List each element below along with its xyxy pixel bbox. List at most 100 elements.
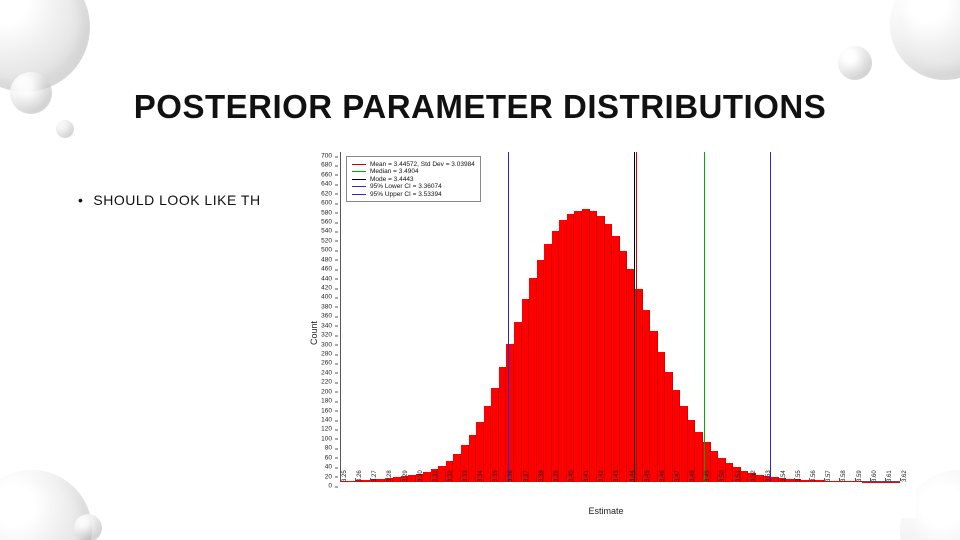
legend-swatch xyxy=(352,164,366,165)
x-tick: 3.44 xyxy=(630,470,636,482)
histogram-bar xyxy=(582,209,590,482)
x-tick-mark xyxy=(643,478,644,481)
x-tick-mark xyxy=(885,478,886,481)
x-axis-label: Estimate xyxy=(296,506,916,516)
legend-label: 95% Lower CI = 3.36074 xyxy=(370,183,442,190)
x-tick-mark xyxy=(870,478,871,481)
x-tick-mark xyxy=(355,478,356,481)
legend-label: Median = 3.4904 xyxy=(370,168,419,175)
legend-label: Mean = 3.44572, Std Dev = 3.03984 xyxy=(370,161,475,168)
legend-item: Mean = 3.44572, Std Dev = 3.03984 xyxy=(352,161,475,168)
legend-item: Mode = 3.4443 xyxy=(352,176,475,183)
y-tick: 480 xyxy=(321,256,332,263)
y-tick: 660 xyxy=(321,171,332,178)
x-tick-mark xyxy=(340,478,341,481)
x-tick: 3.28 xyxy=(387,470,393,482)
reference-line xyxy=(508,152,509,482)
histogram-bar xyxy=(695,432,703,482)
y-tick: 500 xyxy=(321,247,332,254)
x-tick: 3.27 xyxy=(372,470,378,482)
bullet-text: SHOULD LOOK LIKE TH xyxy=(93,192,260,208)
histogram-bar xyxy=(499,367,507,483)
x-tick: 3.52 xyxy=(751,470,757,482)
y-tick: 200 xyxy=(321,388,332,395)
x-tick: 3.37 xyxy=(524,470,530,482)
legend-swatch xyxy=(352,179,366,180)
page-title: POSTERIOR PARAMETER DISTRIBUTIONS xyxy=(0,88,960,126)
y-tick: 680 xyxy=(321,162,332,169)
histogram-bar xyxy=(453,454,461,482)
y-tick: 380 xyxy=(321,303,332,310)
y-tick: 220 xyxy=(321,379,332,386)
x-tick: 3.33 xyxy=(463,470,469,482)
histogram-bar xyxy=(665,372,673,482)
x-tick: 3.40 xyxy=(569,470,575,482)
chart-legend: Mean = 3.44572, Std Dev = 3.03984Median … xyxy=(346,156,481,202)
histogram-bar xyxy=(726,463,734,482)
y-tick: 280 xyxy=(321,351,332,358)
y-tick: 580 xyxy=(321,209,332,216)
histogram-bar xyxy=(567,214,575,482)
x-tick: 3.57 xyxy=(826,470,832,482)
y-tick: 620 xyxy=(321,190,332,197)
reference-line xyxy=(636,152,637,482)
x-tick-mark xyxy=(900,478,901,481)
x-tick: 3.59 xyxy=(857,470,863,482)
x-tick-mark xyxy=(552,478,553,481)
x-tick: 3.34 xyxy=(478,470,484,482)
x-tick-mark xyxy=(764,478,765,481)
y-tick: 320 xyxy=(321,332,332,339)
histogram-bar xyxy=(438,466,446,483)
y-tick: 60 xyxy=(325,454,332,461)
bullet-item: • SHOULD LOOK LIKE TH xyxy=(78,192,261,208)
x-tick: 3.46 xyxy=(660,470,666,482)
slide-content: POSTERIOR PARAMETER DISTRIBUTIONS • SHOU… xyxy=(0,0,960,540)
y-tick: 400 xyxy=(321,294,332,301)
y-tick: 140 xyxy=(321,417,332,424)
x-tick: 3.35 xyxy=(493,470,499,482)
x-tick: 3.54 xyxy=(781,470,787,482)
x-tick-mark xyxy=(688,478,689,481)
histogram-bar xyxy=(514,322,522,482)
x-tick: 3.51 xyxy=(736,470,742,482)
histogram-bar xyxy=(756,475,764,482)
legend-swatch xyxy=(352,186,366,187)
histogram-bar xyxy=(522,299,530,482)
reference-line xyxy=(704,152,705,482)
legend-label: 95% Upper CI = 3.53394 xyxy=(370,191,442,198)
x-tick: 3.25 xyxy=(342,470,348,482)
x-tick: 3.43 xyxy=(614,470,620,482)
y-tick: 460 xyxy=(321,266,332,273)
x-tick: 3.29 xyxy=(403,470,409,482)
x-tick: 3.47 xyxy=(675,470,681,482)
y-tick: 520 xyxy=(321,237,332,244)
y-axis-ticks: 0204060801001201401601802002202402602803… xyxy=(296,152,336,482)
y-tick: 440 xyxy=(321,275,332,282)
x-tick-mark xyxy=(401,478,402,481)
histogram-bar xyxy=(605,224,613,482)
y-tick: 700 xyxy=(321,153,332,160)
x-tick-mark xyxy=(537,478,538,481)
y-tick: 180 xyxy=(321,398,332,405)
x-tick-mark xyxy=(431,478,432,481)
x-tick: 3.26 xyxy=(357,470,363,482)
histogram-bar xyxy=(559,220,567,482)
y-tick: 120 xyxy=(321,426,332,433)
x-tick-mark xyxy=(673,478,674,481)
histogram-bar xyxy=(643,310,651,482)
x-tick: 3.50 xyxy=(720,470,726,482)
histogram-bar xyxy=(408,475,416,482)
legend-item: Median = 3.4904 xyxy=(352,168,475,175)
histogram-bar xyxy=(484,406,492,482)
x-tick: 3.36 xyxy=(508,470,514,482)
x-tick-mark xyxy=(582,478,583,481)
y-tick: 240 xyxy=(321,369,332,376)
x-tick: 3.56 xyxy=(811,470,817,482)
histogram-bar xyxy=(711,451,719,482)
x-tick: 3.45 xyxy=(645,470,651,482)
histogram-bar xyxy=(612,236,620,482)
histogram-bar xyxy=(574,211,582,482)
y-tick: 160 xyxy=(321,407,332,414)
legend-item: 95% Lower CI = 3.36074 xyxy=(352,183,475,190)
legend-swatch xyxy=(352,171,366,172)
